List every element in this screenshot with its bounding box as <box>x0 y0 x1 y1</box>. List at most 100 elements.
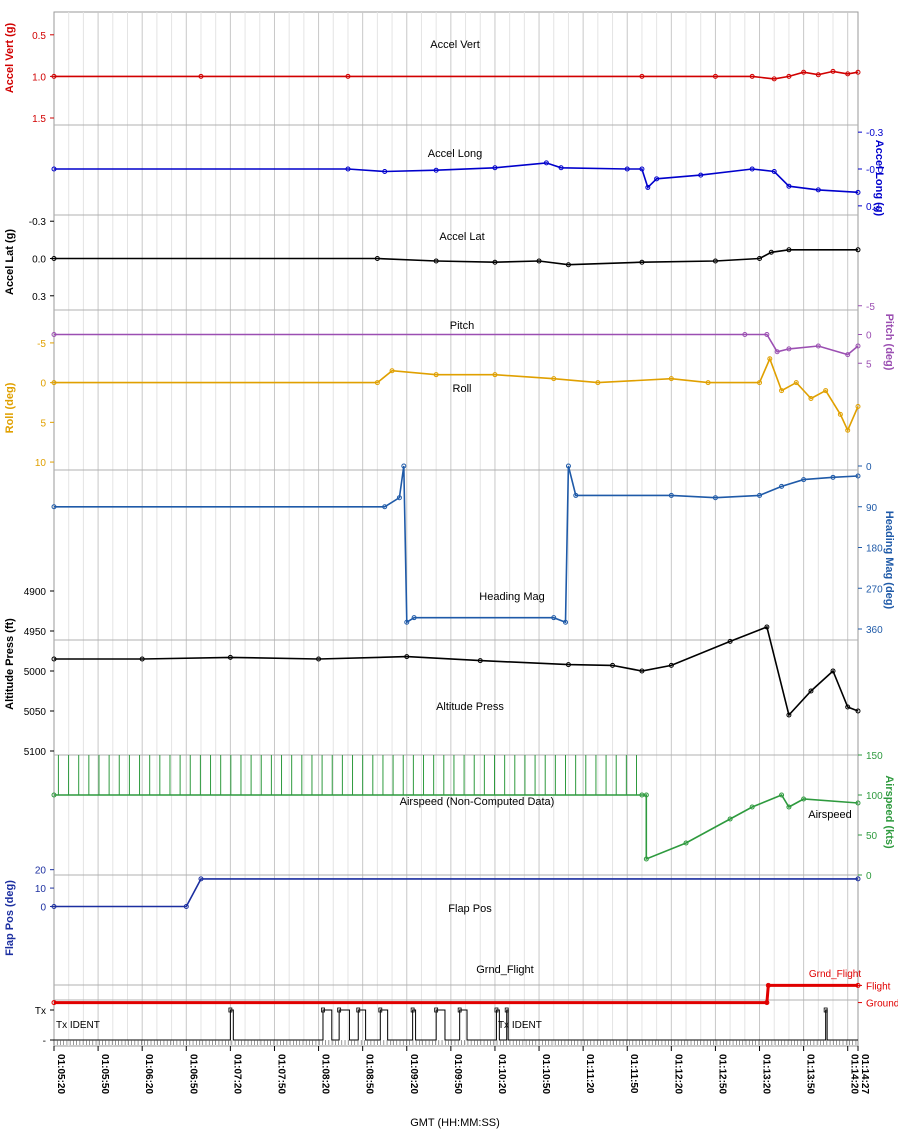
y-axis-title-heading-mag: Heading Mag (deg) <box>883 511 895 610</box>
data-point-accel-lat <box>712 258 718 264</box>
panel-title-roll: Roll <box>453 383 472 395</box>
x-tick-label: 01:12:20 <box>672 1054 683 1094</box>
plot-frame <box>53 11 859 1047</box>
panel-title-flap-pos: Flap Pos <box>448 903 492 915</box>
y-axis-title-altitude-press: Altitude Press (ft) <box>4 618 16 710</box>
x-tick-label: 01:08:20 <box>320 1054 331 1094</box>
data-point-heading-mag <box>801 477 807 483</box>
y-tick-label-heading-mag: 270 <box>866 584 883 595</box>
data-point-heading-mag <box>573 492 579 498</box>
data-point-heading-mag <box>396 495 402 501</box>
data-point-roll <box>845 427 851 433</box>
data-point-tx-ident <box>504 1007 509 1013</box>
data-point-airspeed-non-computed-data <box>51 792 57 798</box>
data-point-accel-lat <box>433 258 439 264</box>
data-point-accel-lat <box>768 249 774 255</box>
data-point-accel-lat <box>639 259 645 265</box>
y-tick-label-accel-long: 0.3 <box>866 202 880 213</box>
data-point-heading-mag <box>404 619 410 625</box>
data-point-accel-long <box>786 183 792 189</box>
x-tick-label: 01:13:50 <box>805 1054 816 1094</box>
x-tick-label: 01:14:20 <box>849 1054 860 1094</box>
data-point-airspeed-non-computed-data <box>749 804 755 810</box>
panel-title-pitch: Pitch <box>450 320 474 332</box>
data-point-altitude-press <box>639 668 645 674</box>
y-tick-label-accel-long: -0.3 <box>866 128 884 139</box>
data-point-pitch <box>786 346 792 352</box>
annotation-tx-ident-left: Tx IDENT <box>56 1020 100 1031</box>
data-point-accel-long <box>382 168 388 174</box>
data-point-altitude-press <box>139 656 145 662</box>
data-point-roll <box>595 380 601 386</box>
data-point-airspeed-non-computed-data <box>683 840 689 846</box>
data-point-altitude-press <box>477 658 483 664</box>
data-point-altitude-press <box>404 654 410 660</box>
data-point-airspeed-non-computed-data <box>801 796 807 802</box>
data-point-altitude-press <box>565 662 571 668</box>
y-tick-label-accel-lat: -0.3 <box>29 217 47 228</box>
data-point-altitude-press <box>855 708 861 714</box>
series-line-heading-mag <box>54 465 859 624</box>
data-point-tx-ident <box>823 1007 828 1013</box>
y-tick-label-pitch: 5 <box>866 359 872 370</box>
data-point-airspeed-non-computed-data <box>786 804 792 810</box>
y-tick-label-altitude-press: 5000 <box>24 667 47 678</box>
y-tick-label-roll: 0 <box>40 379 46 390</box>
series-line-pitch <box>54 333 859 356</box>
data-point-tx-ident <box>494 1007 499 1013</box>
data-point-grnd-flight <box>51 1000 57 1006</box>
y-tick-label-accel-lat: 0.3 <box>32 292 46 303</box>
y-axis-title-accel-long: Accel Long (g) <box>873 140 885 217</box>
panel-title-accel-vert: Accel Vert <box>430 39 480 51</box>
data-point-accel-vert <box>830 68 836 74</box>
annotation-tx-ident-mid: Tx IDENT <box>498 1020 542 1031</box>
y-tick-label-tx-ident: - <box>43 1036 46 1047</box>
y-tick-label-heading-mag: 360 <box>866 625 883 636</box>
series-line-grnd-flight <box>54 983 858 1005</box>
grid-layer <box>53 11 859 1047</box>
data-point-airspeed-non-computed-data <box>643 856 649 862</box>
data-point-roll <box>823 388 829 394</box>
data-point-accel-long <box>624 166 630 172</box>
data-point-tx-ident <box>337 1007 342 1013</box>
y-tick-label-flap-pos: 0 <box>40 902 46 913</box>
data-point-accel-long <box>558 165 564 171</box>
data-point-accel-vert <box>815 72 821 78</box>
data-point-altitude-press <box>227 654 233 660</box>
data-layer <box>51 68 861 1045</box>
y-tick-label-roll: 5 <box>40 418 46 429</box>
data-point-accel-lat <box>492 259 498 265</box>
data-point-roll <box>837 411 843 417</box>
annotation-grnd-flight: Grnd_Flight <box>809 969 861 980</box>
y-tick-label-airspeed-non-computed-data: 100 <box>866 791 883 802</box>
data-point-heading-mag <box>51 504 57 510</box>
series-line-flap-pos <box>54 878 858 908</box>
data-point-altitude-press <box>51 656 57 662</box>
y-tick-label-airspeed-non-computed-data: 0 <box>866 871 872 882</box>
data-point-accel-long <box>543 160 549 166</box>
x-tick-label: 01:11:50 <box>628 1054 639 1094</box>
data-point-altitude-press <box>727 638 733 644</box>
y-tick-label-altitude-press: 4900 <box>24 587 47 598</box>
x-tick-label: 01:11:20 <box>584 1054 595 1094</box>
data-point-accel-long <box>855 189 861 195</box>
series-line-accel-long <box>54 162 859 194</box>
y-tick-label-accel-vert: 0.5 <box>32 31 46 42</box>
data-point-accel-long <box>492 165 498 171</box>
data-point-accel-vert <box>639 73 645 79</box>
data-point-tx-ident <box>356 1007 361 1013</box>
data-point-airspeed-non-computed-data <box>643 792 649 798</box>
data-point-accel-lat <box>786 247 792 253</box>
data-point-accel-long <box>639 166 645 172</box>
data-point-pitch <box>815 343 821 349</box>
x-tick-label: 01:09:50 <box>452 1054 463 1094</box>
y-tick-label-flap-pos: 20 <box>35 866 47 877</box>
data-point-accel-long <box>749 166 755 172</box>
series-line-altitude-press <box>54 625 859 717</box>
data-point-tx-ident <box>321 1007 325 1013</box>
x-tick-label: 01:08:50 <box>364 1054 375 1094</box>
data-point-roll <box>374 380 380 386</box>
x-tick-label: 01:07:50 <box>275 1054 286 1094</box>
data-point-altitude-press <box>845 704 851 710</box>
